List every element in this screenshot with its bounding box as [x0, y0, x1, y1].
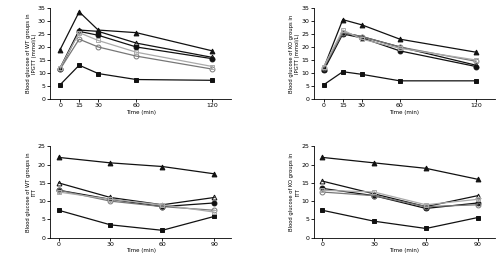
- Y-axis label: Blood glucose of KO groups in
IPGTT (mmol/L): Blood glucose of KO groups in IPGTT (mmo…: [290, 14, 300, 93]
- Y-axis label: Blood glucose of KO groups in
ITT: Blood glucose of KO groups in ITT: [290, 153, 300, 231]
- X-axis label: Time (min): Time (min): [126, 248, 156, 253]
- X-axis label: Time (min): Time (min): [390, 110, 420, 115]
- Legend: NC, DN, G, H, M, L: NC, DN, G, H, M, L: [258, 24, 288, 74]
- Y-axis label: Blood glucose of WT groups in
ITT: Blood glucose of WT groups in ITT: [26, 152, 36, 232]
- X-axis label: Time (min): Time (min): [390, 248, 420, 253]
- Y-axis label: Blood glucose of WT groups in
IPGTT (mmol/L): Blood glucose of WT groups in IPGTT (mmo…: [26, 14, 36, 93]
- X-axis label: Time (min): Time (min): [126, 110, 156, 115]
